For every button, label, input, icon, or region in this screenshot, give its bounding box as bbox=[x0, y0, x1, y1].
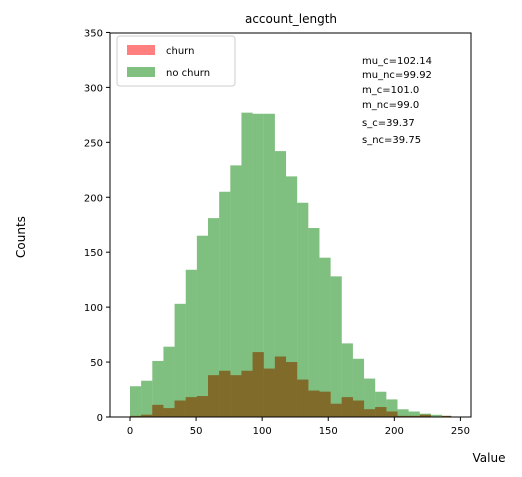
bar-no-churn-23 bbox=[386, 399, 398, 417]
bar-overlap-17 bbox=[319, 391, 331, 417]
stat-mu-nc: mu_nc=99.92 bbox=[362, 70, 432, 81]
y-tick-label-150: 150 bbox=[84, 248, 103, 259]
bar-no-churn-22 bbox=[375, 391, 387, 417]
bar-no-churn-25 bbox=[408, 411, 420, 417]
bar-no-churn-4 bbox=[174, 303, 186, 417]
x-tick-label-50: 50 bbox=[190, 426, 203, 437]
bar-no-churn-2 bbox=[152, 360, 164, 417]
bar-no-churn-6 bbox=[196, 235, 209, 417]
overlap-layer bbox=[130, 352, 452, 417]
bar-no-churn-13 bbox=[274, 151, 287, 418]
bar-no-churn-12 bbox=[263, 113, 275, 417]
bar-no-churn-21 bbox=[364, 378, 376, 417]
bar-overlap-6 bbox=[196, 396, 209, 417]
bar-overlap-13 bbox=[274, 356, 287, 417]
stats-annotation: mu_c=102.14 mu_nc=99.92 m_c=101.0 m_nc=9… bbox=[362, 56, 432, 146]
legend-label-churn: churn bbox=[166, 46, 194, 57]
bar-no-churn-5 bbox=[185, 269, 197, 417]
bar-no-churn-1 bbox=[141, 380, 153, 417]
bar-overlap-11 bbox=[252, 352, 264, 417]
stat-m-c: m_c=101.0 bbox=[362, 85, 419, 96]
legend-swatch-churn bbox=[127, 45, 155, 55]
stat-mu-c: mu_c=102.14 bbox=[362, 56, 432, 67]
y-tick-label-250: 250 bbox=[84, 138, 103, 149]
chart-title: account_length bbox=[245, 12, 337, 26]
x-tick-label-150: 150 bbox=[319, 426, 338, 437]
bar-overlap-9 bbox=[230, 375, 242, 417]
y-tick-label-100: 100 bbox=[84, 303, 103, 314]
bar-overlap-25 bbox=[408, 415, 420, 417]
bar-no-churn-17 bbox=[319, 257, 331, 417]
bar-no-churn-10 bbox=[241, 112, 253, 417]
y-tick-label-200: 200 bbox=[84, 193, 103, 204]
bar-overlap-21 bbox=[364, 409, 376, 417]
bar-overlap-23 bbox=[386, 411, 398, 417]
y-tick-label-300: 300 bbox=[84, 83, 103, 94]
bar-overlap-10 bbox=[241, 370, 253, 417]
bar-overlap-20 bbox=[352, 400, 365, 417]
x-tick-label-0: 0 bbox=[127, 426, 133, 437]
bar-overlap-3 bbox=[163, 408, 175, 417]
y-tick-label-350: 350 bbox=[84, 28, 103, 39]
bar-no-churn-20 bbox=[352, 358, 365, 417]
bar-overlap-24 bbox=[397, 415, 409, 417]
bar-no-churn-18 bbox=[330, 276, 342, 417]
bar-overlap-8 bbox=[219, 370, 231, 417]
bar-overlap-22 bbox=[375, 407, 387, 417]
bar-no-churn-14 bbox=[286, 176, 298, 417]
bar-no-churn-24 bbox=[397, 409, 409, 417]
legend-label-no-churn: no churn bbox=[166, 68, 210, 79]
bar-overlap-4 bbox=[174, 400, 186, 417]
bar-overlap-26 bbox=[419, 414, 431, 417]
stat-m-nc: m_nc=99.0 bbox=[362, 100, 419, 111]
y-axis-label: Counts bbox=[14, 216, 28, 258]
bar-overlap-18 bbox=[330, 403, 342, 417]
legend: churn no churn bbox=[116, 35, 236, 87]
bar-overlap-28 bbox=[442, 415, 452, 417]
bar-overlap-1 bbox=[141, 414, 153, 417]
ticks-layer: 0 50 100 150 200 250 0 50 100 150 200 250 300 350 bbox=[84, 28, 470, 437]
x-tick-label-200: 200 bbox=[385, 426, 404, 437]
bar-overlap-2 bbox=[152, 404, 164, 417]
y-tick-label-0: 0 bbox=[97, 413, 103, 424]
x-tick-label-250: 250 bbox=[451, 426, 470, 437]
bar-overlap-14 bbox=[286, 362, 298, 417]
bar-overlap-5 bbox=[185, 397, 197, 417]
bar-no-churn-3 bbox=[163, 346, 175, 417]
bar-overlap-16 bbox=[308, 390, 320, 417]
bar-no-churn-11 bbox=[252, 113, 264, 417]
bar-overlap-15 bbox=[297, 379, 309, 417]
x-axis-label: Value bbox=[473, 451, 506, 465]
bar-no-churn-7 bbox=[208, 218, 220, 417]
bar-no-churn-9 bbox=[230, 165, 242, 417]
bar-overlap-0 bbox=[130, 415, 142, 417]
bar-no-churn-0 bbox=[130, 386, 142, 417]
stat-s-nc: s_nc=39.75 bbox=[362, 135, 421, 146]
bar-no-churn-8 bbox=[219, 191, 231, 417]
plot-frame bbox=[109, 32, 472, 418]
bar-no-churn-15 bbox=[297, 202, 309, 417]
stat-s-c: s_c=39.37 bbox=[362, 118, 415, 129]
bar-no-churn-27 bbox=[430, 414, 443, 417]
bar-overlap-7 bbox=[208, 375, 220, 417]
axes-layer bbox=[109, 32, 472, 418]
bar-no-churn-16 bbox=[308, 228, 320, 417]
legend-swatch-no-churn bbox=[127, 67, 155, 77]
y-tick-label-50: 50 bbox=[90, 358, 103, 369]
bar-no-churn-19 bbox=[341, 343, 353, 417]
bar-overlap-19 bbox=[341, 397, 353, 417]
x-tick-label-100: 100 bbox=[253, 426, 272, 437]
bar-overlap-12 bbox=[263, 368, 275, 417]
